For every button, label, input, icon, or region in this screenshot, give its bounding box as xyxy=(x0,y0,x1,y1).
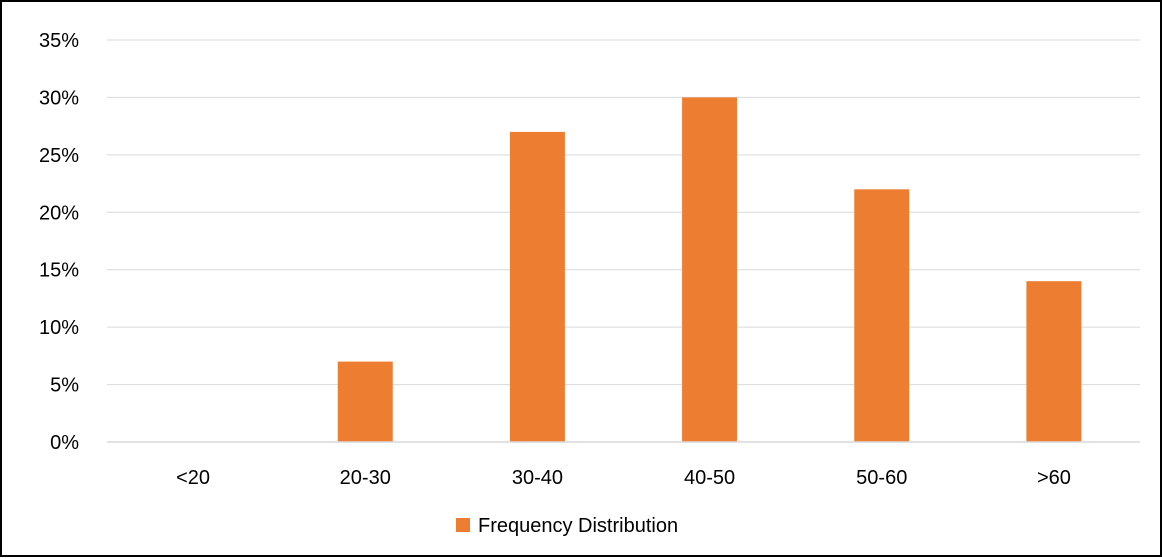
legend: Frequency Distribution xyxy=(456,515,678,537)
x-tick-label: 50-60 xyxy=(856,467,907,489)
legend-label: Frequency Distribution xyxy=(478,515,678,537)
legend-swatch xyxy=(456,518,470,532)
bar xyxy=(682,97,738,442)
x-tick-label: 40-50 xyxy=(684,467,735,489)
x-tick-label: 20-30 xyxy=(340,467,391,489)
y-tick-label: 25% xyxy=(39,145,79,167)
y-tick-label: 20% xyxy=(39,202,79,224)
x-tick-label: <20 xyxy=(176,467,210,489)
x-tick-label: 30-40 xyxy=(512,467,563,489)
bar xyxy=(1026,281,1082,442)
y-axis-tick-labels: 0% 5% 10% 15% 20% 25% 30% 35% xyxy=(39,30,79,454)
bar xyxy=(854,189,910,442)
y-tick-label: 35% xyxy=(39,30,79,52)
y-tick-label: 10% xyxy=(39,317,79,339)
y-tick-label: 0% xyxy=(50,432,79,454)
y-tick-label: 15% xyxy=(39,260,79,282)
x-axis-tick-labels: <20 20-30 30-40 40-50 50-60 >60 xyxy=(176,467,1071,489)
y-tick-label: 5% xyxy=(50,375,79,397)
y-tick-label: 30% xyxy=(39,87,79,109)
bars xyxy=(337,97,1082,442)
bar xyxy=(337,361,393,442)
x-tick-label: >60 xyxy=(1037,467,1071,489)
bar xyxy=(509,131,565,442)
gridlines xyxy=(107,39,1140,386)
